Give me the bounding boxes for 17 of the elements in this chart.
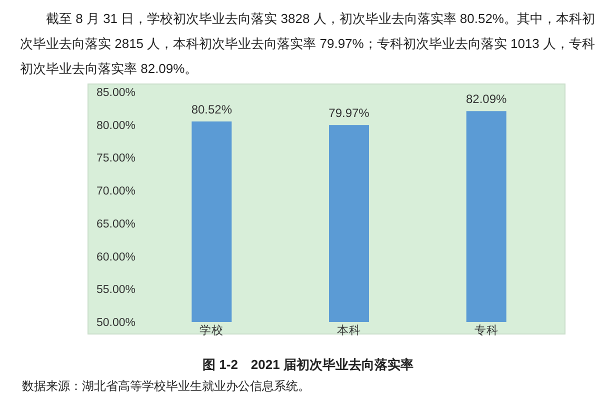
data-label: 79.97% [328, 106, 370, 120]
y-tick-label: 65.00% [96, 218, 136, 230]
data-label: 80.52% [191, 102, 232, 116]
y-tick-label: 75.00% [96, 152, 136, 165]
y-tick-label: 70.00% [96, 186, 136, 198]
text: 图 1-2 2021 届初次毕业去向落实率 [202, 356, 414, 374]
y-tick-label: 80.00% [96, 120, 136, 132]
y-tick-label: 85.00% [96, 87, 136, 99]
y-tick-label: 50.00% [96, 317, 136, 329]
x-tick-label: 专科 [474, 324, 498, 338]
source-note: 数据来源：湖北省高等学校毕业生就业办公信息系统。 [22, 378, 310, 395]
y-tick-label: 60.00% [96, 251, 136, 264]
data-label: 82.09% [466, 92, 508, 106]
y-tick-label: 55.00% [96, 284, 136, 296]
x-tick-label: 学校 [200, 324, 224, 338]
x-tick-label: 本科 [337, 324, 361, 338]
chart-subtitle: 截至 8 月 31 日，学校初次毕业去向落实 3828 人，初次毕业去向落实率 80.52%。其中，本科初次毕业去向落实 2815 人，本科初次毕业去向落实率 79.97%；专科初次毕业去向落实 1013 人，专科初次毕业去向落实率 82.09%。 [20, 10, 596, 78]
